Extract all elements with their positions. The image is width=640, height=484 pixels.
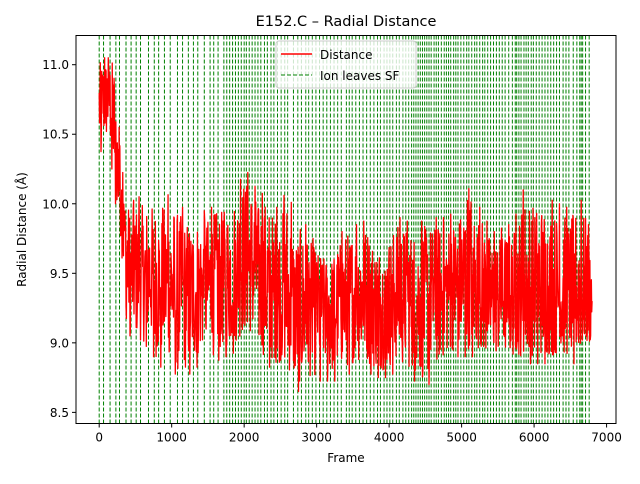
- y-tick-label: 9.0: [50, 336, 69, 350]
- x-tick-label: 7000: [591, 431, 622, 445]
- y-tick-label: 9.5: [50, 267, 69, 281]
- y-tick-label: 10.0: [42, 197, 69, 211]
- chart-title: E152.C – Radial Distance: [256, 14, 437, 30]
- x-tick-label: 5000: [446, 431, 477, 445]
- x-axis-ticks: 0 1000 2000 3000 4000 5000 6000 7000: [95, 423, 622, 445]
- x-tick-label: 2000: [229, 431, 260, 445]
- y-tick-label: 11.0: [42, 58, 69, 72]
- x-tick-label: 6000: [519, 431, 550, 445]
- x-tick-label: 0: [95, 431, 103, 445]
- legend-label-distance: Distance: [320, 48, 372, 62]
- y-tick-label: 8.5: [50, 406, 69, 420]
- y-axis-label: Radial Distance (Å): [14, 172, 29, 287]
- x-tick-label: 1000: [156, 431, 187, 445]
- x-tick-label: 3000: [301, 431, 332, 445]
- plot-frame: [75, 35, 617, 424]
- series-distance: [98, 57, 593, 393]
- x-axis-label: Frame: [327, 451, 364, 465]
- x-tick-label: 4000: [374, 431, 405, 445]
- legend-box: [275, 40, 417, 89]
- legend-label-ion-leaves: Ion leaves SF: [320, 69, 400, 83]
- y-axis-ticks: 8.5 9.0 9.5 10.0 10.5 11.0: [42, 58, 76, 420]
- distance-line: [98, 57, 593, 393]
- legend: Distance Ion leaves SF: [275, 40, 417, 89]
- y-tick-label: 10.5: [42, 128, 69, 142]
